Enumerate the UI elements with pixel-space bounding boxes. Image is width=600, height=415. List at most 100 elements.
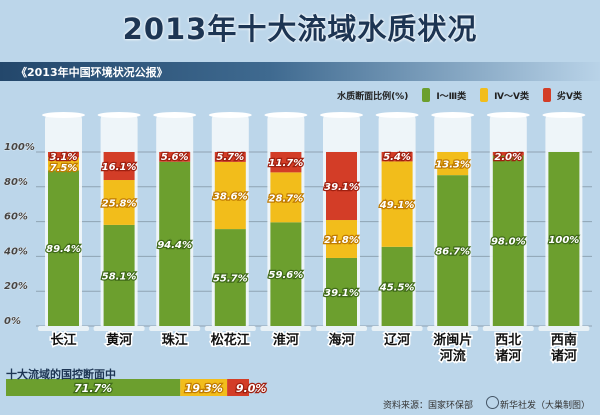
subtitle-band (0, 62, 600, 81)
credit-note: 新华社发（大巢制图） (500, 401, 591, 411)
bar-segment-bad (326, 152, 357, 221)
bar-segment-good (159, 161, 191, 326)
data-label: 28.7% (269, 193, 304, 204)
data-label: 98.0% (491, 237, 526, 248)
legend-item-good: Ⅰ～Ⅲ类 (436, 91, 467, 102)
y-tick-label: 100% (4, 142, 35, 153)
subtitle: 《2013年中国环境状况公报》 (16, 66, 168, 79)
bar-segment-good (48, 170, 79, 326)
data-label: 86.7% (435, 247, 470, 258)
bar-segment-bad (48, 152, 79, 158)
bar-segment-mid (270, 172, 302, 223)
tube-rim (264, 112, 308, 118)
bar-segment-mid (103, 180, 135, 225)
bar-segment-bad (103, 152, 135, 181)
xinhua-logo-icon (486, 396, 499, 409)
total-data-label: 19.3% (185, 382, 223, 395)
bar-segment-good (270, 222, 302, 326)
data-label: 7.5% (50, 163, 78, 174)
bar-segment-mid (214, 161, 246, 230)
tube-rim (153, 112, 197, 118)
tube-rim (542, 112, 586, 118)
total-mid-segment (180, 379, 228, 396)
y-tick-label: 20% (4, 281, 28, 292)
legend-item-bad: 劣Ⅴ类 (557, 91, 582, 102)
bar-segment-mid (326, 220, 357, 258)
data-label: 58.1% (102, 271, 137, 282)
data-label: 59.6% (269, 270, 304, 281)
bar-segment-good (381, 246, 413, 326)
bar-segment-bad (214, 152, 246, 162)
data-label: 45.5% (379, 282, 415, 293)
bar-segment-mid (48, 157, 79, 171)
tube-rim (431, 112, 475, 118)
tube-rim (42, 112, 85, 118)
tube-base (538, 326, 590, 331)
category-label: 浙闽片 (433, 332, 472, 348)
data-label: 38.6% (213, 192, 248, 203)
data-label: 94.4% (157, 240, 192, 251)
bar-segment-mid (381, 161, 413, 247)
legend-swatch-bad (543, 88, 552, 102)
bar-segment-mid (437, 152, 469, 176)
tube-base (149, 326, 201, 331)
data-label: 11.7% (269, 158, 304, 169)
data-label: 5.6% (161, 152, 189, 163)
data-label: 100% (548, 235, 579, 246)
total-data-label: 9.0% (236, 382, 267, 395)
tube-rim (208, 112, 252, 118)
bar-segment-bad (270, 152, 302, 173)
bar-segment-good (214, 229, 246, 326)
bar-segment-good (437, 175, 469, 326)
data-label: 5.7% (216, 152, 244, 163)
total-label: 十大流域的国控断面中 (6, 368, 116, 381)
category-label: 松花江 (211, 332, 250, 348)
tube-base (371, 326, 423, 331)
category-label: 诸河 (495, 348, 521, 364)
category-label: 淮河 (272, 332, 299, 348)
bar-segment-bad (159, 152, 191, 162)
tube-base (316, 326, 367, 331)
data-label: 39.1% (324, 288, 359, 299)
legend-swatch-good (422, 88, 431, 102)
category-label: 辽河 (384, 332, 410, 348)
tube-base (260, 326, 312, 331)
data-label: 25.8% (102, 198, 137, 209)
bar-segment-bad (381, 152, 413, 162)
tube-base (427, 326, 479, 331)
bar-segment-good (103, 224, 135, 326)
data-label: 89.4% (46, 244, 81, 255)
total-data-label: 71.7% (74, 382, 112, 395)
bar-segment-good (492, 155, 524, 326)
bar-segment-bad (492, 152, 524, 156)
data-label: 13.3% (435, 160, 470, 171)
bar-segment-good (548, 152, 580, 326)
tube-base (482, 326, 534, 331)
data-label: 21.8% (324, 235, 359, 246)
tube-rim (486, 112, 530, 118)
y-tick-label: 80% (4, 177, 28, 188)
legend-title: 水质断面比例(%) (337, 91, 409, 102)
data-label: 2.0% (494, 152, 522, 163)
y-tick-label: 60% (4, 212, 28, 223)
total-bad-segment (227, 379, 249, 396)
tube-base (93, 326, 145, 331)
data-label: 3.1% (50, 152, 78, 163)
data-label: 49.1% (379, 200, 415, 211)
category-label: 河流 (440, 348, 466, 364)
legend-item-mid: Ⅳ～Ⅴ类 (494, 91, 530, 102)
category-label: 西南 (551, 332, 577, 348)
data-label: 39.1% (324, 182, 359, 193)
tube-base (38, 326, 89, 331)
total-good-segment (6, 379, 181, 396)
tube-rim (97, 112, 141, 118)
category-label: 长江 (50, 332, 76, 348)
y-tick-label: 40% (3, 246, 28, 257)
tube-base (204, 326, 256, 331)
category-label: 诸河 (551, 348, 577, 364)
category-label: 黄河 (106, 332, 132, 348)
y-tick-label: 0% (4, 316, 21, 327)
tube-rim (375, 112, 419, 118)
tube-rim (320, 112, 363, 118)
